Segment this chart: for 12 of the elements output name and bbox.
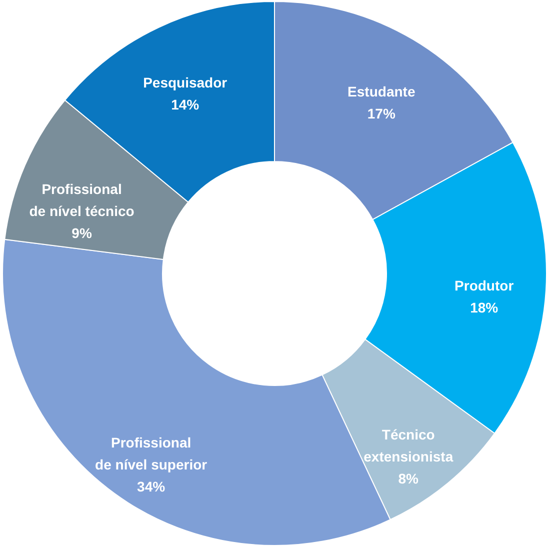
slice-label: Técnico extensionista bbox=[364, 426, 454, 464]
data-label: 8% bbox=[398, 470, 420, 486]
data-label: 18% bbox=[470, 300, 499, 316]
slice-label: Profissional de nível superior bbox=[95, 434, 208, 472]
data-label: 17% bbox=[367, 106, 396, 122]
slice-label: Profissional de nível técnico bbox=[29, 181, 134, 220]
data-label: 34% bbox=[137, 478, 166, 494]
data-label: 14% bbox=[171, 96, 200, 112]
data-label: 9% bbox=[72, 225, 92, 242]
slice-label: Pesquisador bbox=[143, 74, 228, 90]
slice-label: Estudante bbox=[348, 84, 416, 100]
slice-label: Produtor bbox=[454, 278, 514, 294]
